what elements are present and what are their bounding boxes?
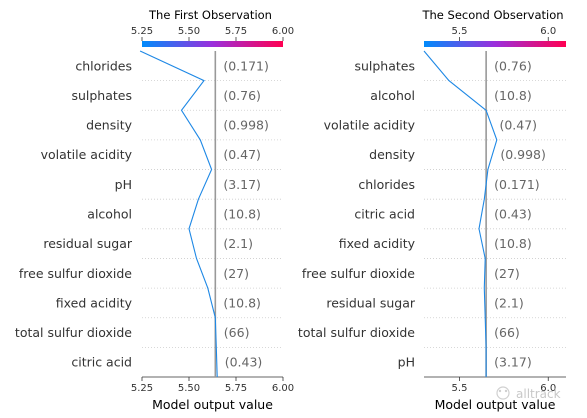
decision-plot-panel-1: The First Observation 5.25 5.25 5.50 5.50 5.7…	[15, 8, 294, 412]
colorbar	[424, 41, 566, 47]
feature-value-label: (2.1)	[223, 236, 253, 251]
feature-label: pH	[115, 177, 132, 192]
feature-label: residual sugar	[43, 236, 133, 251]
bottom-tick-label: 5.75	[225, 383, 247, 394]
feature-label: residual sugar	[326, 295, 416, 310]
bottom-tick-label: 5.25	[131, 383, 153, 394]
feature-label: pH	[398, 355, 415, 370]
feature-value-label: (0.76)	[494, 58, 532, 73]
top-tick-label: 6.0	[540, 26, 556, 37]
feature-label: chlorides	[75, 58, 132, 73]
decision-path-line	[423, 50, 498, 377]
bottom-tick-label: 5.50	[178, 383, 200, 394]
feature-label: density	[86, 118, 132, 133]
x-axis-label: Model output value	[435, 397, 556, 412]
feature-label: volatile acidity	[324, 118, 416, 133]
feature-value-label: (0.171)	[223, 58, 269, 73]
feature-value-label: (10.8)	[494, 88, 532, 103]
feature-value-label: (0.76)	[223, 88, 261, 103]
feature-label: alcohol	[370, 88, 415, 103]
feature-label: density	[369, 147, 415, 162]
feature-label: total sulfur dioxide	[15, 325, 132, 340]
feature-value-label: (0.47)	[499, 118, 537, 133]
feature-value-label: (10.8)	[223, 295, 261, 310]
top-tick-label: 6.00	[272, 26, 294, 37]
feature-value-label: (0.43)	[225, 355, 263, 370]
colorbar	[142, 41, 283, 47]
top-tick-label: 5.25	[131, 26, 153, 37]
top-tick-label: 5.75	[225, 26, 247, 37]
chart-title: The Second Observation	[421, 8, 563, 22]
feature-value-label: (0.43)	[494, 207, 532, 222]
feature-value-label: (10.8)	[494, 236, 532, 251]
feature-value-label: (3.17)	[494, 355, 532, 370]
top-tick-label: 5.5	[452, 26, 468, 37]
bottom-tick-label: 6.0	[540, 383, 556, 394]
chart-title: The First Observation	[148, 8, 272, 22]
decision-path-line	[139, 50, 218, 378]
feature-value-label: (27)	[223, 266, 249, 281]
feature-value-label: (3.17)	[223, 177, 261, 192]
feature-label: volatile acidity	[41, 147, 133, 162]
feature-label: alcohol	[87, 207, 132, 222]
feature-value-label: (0.171)	[494, 177, 540, 192]
bottom-tick-label: 5.5	[452, 383, 468, 394]
feature-label: fixed acidity	[56, 295, 133, 310]
feature-label: chlorides	[358, 177, 415, 192]
feature-value-label: (2.1)	[494, 295, 524, 310]
feature-value-label: (0.47)	[223, 147, 261, 162]
feature-value-label: (66)	[224, 325, 250, 340]
feature-label: fixed acidity	[339, 236, 416, 251]
feature-label: citric acid	[71, 355, 132, 370]
bottom-tick-label: 6.00	[272, 383, 294, 394]
feature-value-label: (66)	[494, 325, 520, 340]
feature-value-label: (0.998)	[500, 147, 546, 162]
feature-label: free sulfur dioxide	[302, 266, 415, 281]
feature-label: citric acid	[354, 207, 415, 222]
decision-plot-panel-2: The Second Observation 5.5 5.5 6.0 6.0 Model …	[298, 8, 566, 412]
x-axis-label: Model output value	[152, 397, 273, 412]
feature-label: free sulfur dioxide	[19, 266, 132, 281]
feature-label: sulphates	[71, 88, 132, 103]
feature-value-label: (27)	[494, 266, 520, 281]
feature-label: sulphates	[354, 58, 415, 73]
top-tick-label: 5.50	[178, 26, 200, 37]
feature-value-label: (0.998)	[223, 118, 269, 133]
feature-value-label: (10.8)	[223, 207, 261, 222]
feature-label: total sulfur dioxide	[298, 325, 415, 340]
